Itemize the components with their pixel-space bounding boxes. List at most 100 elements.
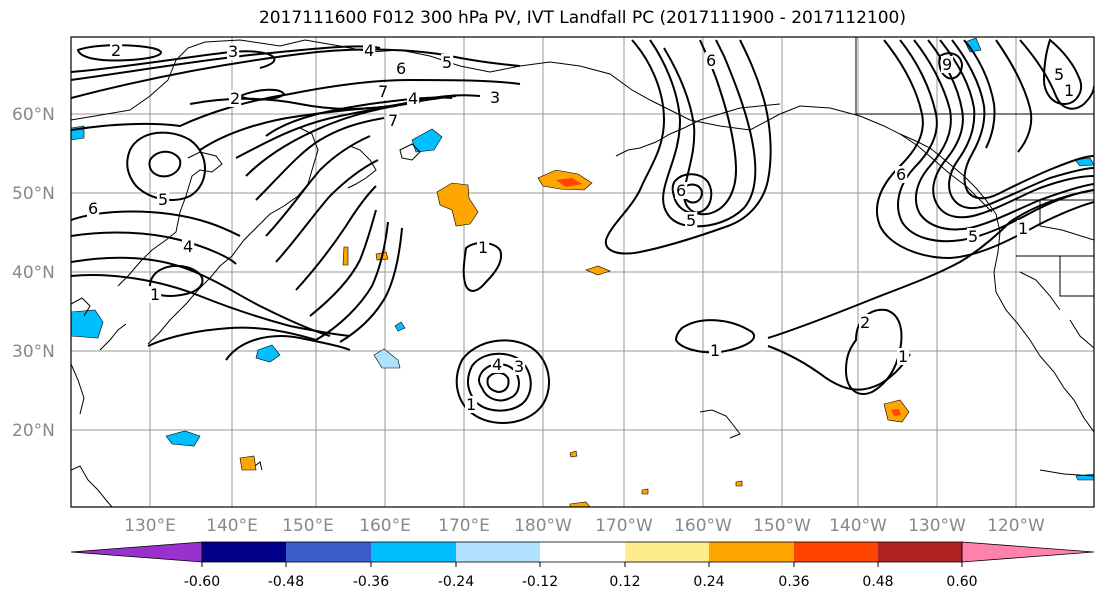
positive-patch	[569, 501, 591, 507]
colorbar-tick-label: 0.36	[778, 574, 809, 590]
lon-label: 140°W	[829, 516, 887, 536]
contour-label: 2	[111, 41, 121, 60]
lon-label: 150°W	[753, 516, 811, 536]
contour-label-bg	[489, 89, 502, 106]
contour-label: 7	[378, 82, 388, 101]
contour-label: 4	[364, 41, 374, 60]
colorbar-segment	[202, 542, 286, 562]
longitude-labels: 130°E 140°E 150°E 160°E 170°E 180°W 170°…	[124, 516, 1045, 536]
contour-label: 1	[1018, 219, 1028, 238]
colorbar-segment	[286, 542, 371, 562]
contour-label: 6	[706, 51, 716, 70]
lon-label: 170°E	[438, 516, 490, 536]
colorbar-tick-label: -0.36	[353, 574, 389, 590]
contour-label-bg	[377, 83, 390, 100]
contour-label: 9	[942, 55, 952, 74]
contour-label-bg	[1017, 220, 1030, 237]
contour-labels: 2 3 4 5 6 7 7 4 3 5 6 4 1 1 1 6 5 6 5 9 …	[87, 41, 1076, 414]
map-title: 2017111600 F012 300 hPa PV, IVT Landfall…	[258, 8, 906, 28]
contour-label-bg	[675, 182, 688, 199]
positive-patch	[735, 480, 743, 487]
contour-label: 1	[466, 395, 476, 414]
colorbar-tick-label: 0.12	[609, 574, 640, 590]
lon-label: 160°W	[674, 516, 732, 536]
colorbar-segment	[625, 542, 709, 562]
contour-label: 3	[514, 357, 524, 376]
positive-patch	[436, 182, 479, 227]
positive-patch	[891, 409, 901, 416]
positive-patch	[585, 265, 611, 276]
contour-label-bg	[1063, 82, 1076, 99]
contour-label-bg	[895, 166, 908, 183]
contour-label: 7	[388, 111, 398, 130]
colorbar-segment	[794, 542, 878, 562]
contour-label: 6	[88, 199, 98, 218]
contour-label: 6	[676, 181, 686, 200]
contour-label: 4	[183, 237, 193, 256]
negative-patch	[71, 309, 104, 339]
colorbar-extend-max	[961, 541, 1095, 563]
colorbar	[70, 541, 1095, 567]
colorbar-segment	[709, 542, 794, 562]
positive-patch	[569, 450, 578, 458]
contour-label-bg	[441, 54, 454, 71]
contour-label-bg	[149, 286, 162, 303]
contour-label-bg	[363, 42, 376, 59]
contour-label: 1	[478, 238, 488, 257]
contour-label-bg	[110, 42, 123, 59]
contour-label-bg	[859, 314, 872, 331]
contour-label: 3	[228, 42, 238, 61]
contour-label-bg	[157, 191, 170, 208]
negative-patch	[394, 321, 406, 332]
contour-label-bg	[227, 43, 240, 60]
colorbar-tick-label: -0.48	[268, 574, 304, 590]
positive-patch	[342, 246, 349, 266]
lon-label: 180°W	[514, 516, 572, 536]
negative-patch	[964, 37, 982, 53]
contour-label-bg	[1053, 66, 1066, 83]
contour-label: 4	[492, 355, 502, 374]
contour-label-bg	[941, 56, 954, 73]
contour-label-bg	[477, 239, 490, 256]
contour-label-bg	[229, 90, 242, 107]
colorbar-tick-label: -0.12	[522, 574, 558, 590]
colorbar-tick-label: 0.24	[693, 574, 724, 590]
contour-label: 1	[150, 285, 160, 304]
contour-label: 5	[968, 227, 978, 246]
coastlines	[71, 37, 1094, 507]
contour-label-bg	[87, 200, 100, 217]
colorbar-tick-label: -0.24	[438, 574, 474, 590]
negative-patch	[1074, 157, 1094, 167]
contour-label: 2	[230, 89, 240, 108]
negative-patch	[411, 128, 443, 153]
contour-label-bg	[182, 238, 195, 255]
contour-label-bg	[465, 396, 478, 413]
positive-patch	[641, 488, 649, 495]
shaded-anomalies	[71, 37, 1094, 507]
map-border	[70, 36, 1095, 508]
lon-label: 170°W	[595, 516, 653, 536]
lat-label: 60°N	[12, 105, 55, 125]
contour-label-bg	[491, 356, 504, 373]
colorbar-outline	[201, 541, 963, 563]
contour-label-bg	[685, 212, 698, 229]
contour-label: 4	[408, 89, 418, 108]
lon-label: 140°E	[206, 516, 258, 536]
contour-label: 3	[490, 88, 500, 107]
contour-label: 5	[686, 211, 696, 230]
colorbar-segment	[540, 542, 625, 562]
colorbar-segment	[371, 542, 456, 562]
latitude-labels: 60°N 50°N 40°N 30°N 20°N	[12, 105, 55, 441]
contour-label-bg	[897, 348, 910, 365]
contour-label: 5	[158, 190, 168, 209]
contour-label: 1	[1064, 81, 1074, 100]
contour-label-bg	[967, 228, 980, 245]
contour-label: 5	[1054, 65, 1064, 84]
positive-patch	[239, 455, 257, 471]
contour-label: 1	[710, 341, 720, 360]
colorbar-ticks: -0.60 -0.48 -0.36 -0.24 -0.12 0.12 0.24 …	[184, 574, 978, 590]
contour-label: 5	[442, 53, 452, 72]
contour-label-bg	[705, 52, 718, 69]
lon-label: 130°W	[908, 516, 966, 536]
